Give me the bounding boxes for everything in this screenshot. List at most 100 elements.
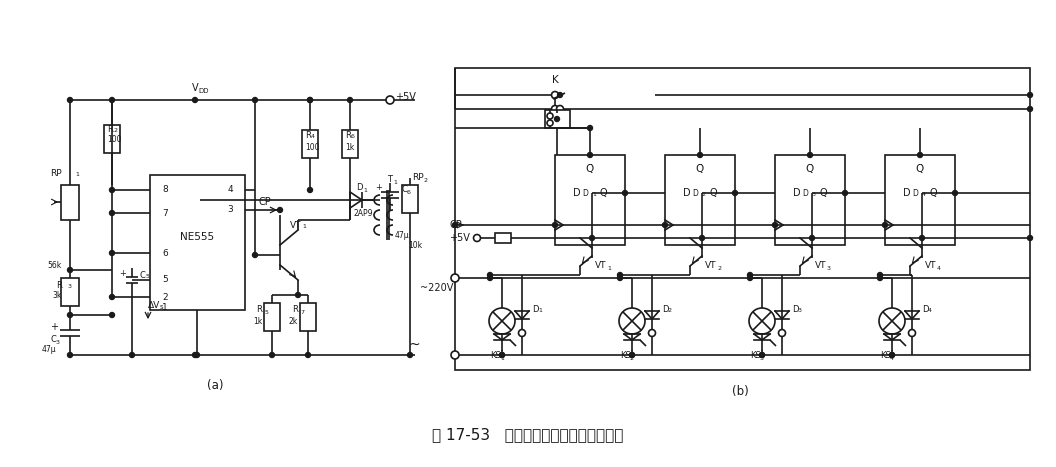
Text: D: D: [582, 189, 588, 198]
Text: 1k: 1k: [345, 142, 354, 151]
Text: R: R: [293, 305, 298, 314]
Text: 2: 2: [163, 292, 168, 302]
Circle shape: [110, 98, 114, 102]
Text: T: T: [386, 176, 392, 184]
Text: 图 17-53   简单实用的音乐彩灯控制电路: 图 17-53 简单实用的音乐彩灯控制电路: [432, 427, 624, 443]
Text: 2AP9: 2AP9: [354, 210, 374, 219]
Text: R: R: [345, 130, 351, 140]
Circle shape: [908, 330, 916, 337]
Text: 4: 4: [937, 266, 941, 270]
Text: D: D: [573, 188, 581, 198]
Text: 47μ: 47μ: [41, 345, 56, 354]
Text: D: D: [903, 188, 910, 198]
Text: VT: VT: [290, 220, 302, 229]
Text: 5: 5: [163, 276, 168, 284]
Text: 2: 2: [113, 128, 117, 134]
Text: 6: 6: [407, 190, 411, 194]
Text: 3: 3: [760, 355, 763, 361]
Circle shape: [110, 295, 114, 299]
Text: 56k: 56k: [48, 261, 62, 269]
Circle shape: [878, 276, 883, 281]
Text: K: K: [551, 75, 559, 85]
Circle shape: [489, 308, 515, 334]
Text: 2: 2: [630, 355, 634, 361]
Circle shape: [733, 191, 737, 196]
Circle shape: [748, 273, 753, 277]
Bar: [61, 185, 79, 220]
Text: RP: RP: [51, 169, 62, 177]
Text: CP: CP: [259, 197, 271, 207]
Circle shape: [551, 106, 559, 113]
Text: +: +: [375, 183, 382, 191]
Circle shape: [889, 353, 894, 358]
Bar: [402, 185, 418, 213]
Circle shape: [648, 330, 656, 337]
Text: Q: Q: [819, 188, 827, 198]
Bar: [103, 125, 120, 153]
Text: CP: CP: [449, 220, 463, 230]
Circle shape: [759, 353, 765, 358]
Circle shape: [194, 353, 200, 358]
Text: VT: VT: [705, 262, 717, 270]
Circle shape: [619, 308, 645, 334]
Text: C: C: [401, 185, 407, 194]
Circle shape: [192, 98, 197, 102]
Circle shape: [748, 276, 753, 281]
Text: ~: ~: [408, 338, 419, 352]
Text: 1: 1: [592, 192, 596, 198]
Circle shape: [558, 92, 563, 98]
Text: 4: 4: [227, 185, 232, 194]
Circle shape: [453, 222, 457, 227]
Text: D: D: [662, 304, 668, 313]
Text: 2k: 2k: [288, 318, 298, 326]
Circle shape: [1027, 235, 1033, 241]
Text: 1: 1: [363, 187, 366, 192]
Circle shape: [451, 351, 459, 359]
Circle shape: [918, 153, 923, 157]
Circle shape: [883, 222, 887, 227]
Circle shape: [488, 276, 492, 281]
Bar: [555, 155, 625, 245]
Circle shape: [386, 96, 394, 104]
Circle shape: [810, 235, 814, 241]
Text: 3k: 3k: [53, 290, 62, 299]
Circle shape: [68, 353, 73, 358]
Text: 5: 5: [264, 310, 268, 314]
Circle shape: [749, 308, 775, 334]
Text: 3: 3: [68, 284, 72, 290]
Circle shape: [1027, 106, 1033, 112]
Text: 5: 5: [146, 275, 150, 280]
Text: 7: 7: [163, 208, 168, 218]
Text: 2: 2: [425, 177, 428, 183]
Text: 1: 1: [499, 355, 504, 361]
Circle shape: [759, 353, 765, 358]
Circle shape: [662, 222, 667, 227]
Circle shape: [557, 106, 564, 113]
Text: R: R: [56, 281, 62, 290]
Circle shape: [629, 353, 635, 358]
Circle shape: [879, 308, 905, 334]
Text: 3: 3: [812, 192, 816, 198]
Text: Q̄: Q̄: [586, 164, 595, 174]
Circle shape: [408, 353, 413, 358]
Text: 6: 6: [351, 134, 355, 140]
Bar: [264, 303, 280, 331]
Circle shape: [307, 98, 313, 102]
Text: 1: 1: [607, 266, 610, 270]
Text: (b): (b): [732, 385, 749, 398]
Circle shape: [488, 273, 492, 277]
Circle shape: [554, 116, 560, 121]
Text: D: D: [532, 304, 539, 313]
Text: +: +: [50, 322, 58, 332]
Circle shape: [551, 92, 559, 99]
Circle shape: [296, 292, 301, 297]
Text: 4: 4: [928, 309, 932, 313]
Text: D: D: [912, 189, 918, 198]
Circle shape: [587, 153, 592, 157]
Bar: [300, 303, 316, 331]
Circle shape: [451, 274, 459, 282]
Text: D: D: [683, 188, 691, 198]
Text: Q̄: Q̄: [806, 164, 814, 174]
Circle shape: [110, 211, 114, 215]
Text: 6: 6: [163, 248, 168, 257]
